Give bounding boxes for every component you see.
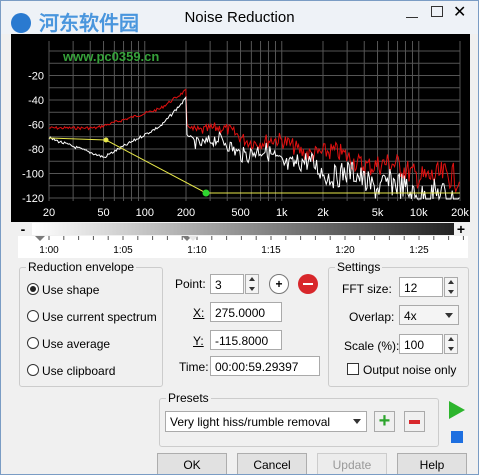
y-axis-label: -120 [22, 193, 44, 205]
watermark: www.pc0359.cn [63, 49, 160, 64]
fft-spinner[interactable] [444, 277, 458, 297]
y-axis-label: -80 [28, 144, 44, 156]
x-label: X: [193, 306, 205, 320]
settings-group: Settings [328, 260, 469, 387]
x-axis-label: 1k [276, 207, 288, 219]
x-axis-label: 2k [317, 207, 329, 219]
maximize-button[interactable] [431, 6, 443, 17]
audio-spectrum-curve [48, 95, 460, 201]
x-axis-label: 50 [97, 207, 109, 219]
radio-button[interactable] [27, 337, 39, 349]
window-title: Noise Reduction [184, 9, 295, 26]
point-input[interactable]: 3 [210, 274, 244, 294]
output-noise-checkbox[interactable] [347, 363, 359, 375]
ruler-marker [35, 236, 45, 241]
help-button[interactable]: Help [397, 453, 467, 474]
point-spinner[interactable] [245, 274, 259, 294]
x-axis-label: 20 [43, 207, 55, 219]
radio-label: Use average [42, 337, 111, 351]
scale-spinner[interactable] [444, 334, 458, 354]
envelope-point [103, 137, 109, 143]
stop-button[interactable] [451, 431, 463, 443]
checkbox-label: Output noise only [363, 363, 457, 377]
y-input[interactable]: -115.8000 [210, 330, 282, 350]
radio-label: Use current spectrum [42, 310, 157, 324]
noise-spectrum-curve [48, 88, 460, 194]
group-title: Reduction envelope [26, 260, 137, 274]
x-axis-label: 200 [177, 207, 195, 219]
overlap-label: Overlap: [349, 310, 395, 324]
close-button[interactable]: ✕ [453, 4, 467, 21]
radio-label: Use shape [42, 283, 100, 297]
add-preset-button[interactable]: + [374, 411, 395, 432]
watermark: 河东软件园 [39, 13, 139, 35]
group-title: Settings [335, 260, 383, 274]
remove-point-button[interactable] [298, 274, 318, 294]
presets-group: Presets [159, 391, 439, 447]
remove-preset-button[interactable] [404, 411, 425, 432]
time-label: 1:05 [113, 245, 133, 256]
group-title: Presets [166, 391, 211, 405]
fft-label: FFT size: [342, 282, 392, 296]
timeline: - +1:00 1:05 1:10 1:15 1:20 1:25 [18, 222, 468, 258]
envelope-point-selected [202, 189, 210, 197]
update-button[interactable]: Update [317, 453, 387, 474]
time-label: 1:10 [187, 245, 207, 256]
point-label: Point: [175, 277, 206, 291]
minimize-button[interactable] [406, 7, 418, 18]
radio-button[interactable] [27, 364, 39, 376]
radio-button[interactable] [27, 310, 39, 322]
add-point-button[interactable]: + [269, 274, 289, 294]
x-input[interactable]: 275.0000 [210, 302, 282, 322]
ok-button[interactable]: OK [157, 453, 227, 474]
scale-label: Scale (%): [344, 339, 400, 353]
y-axis-label: -40 [28, 95, 44, 107]
time-input[interactable]: 00:00:59.29397 [210, 356, 320, 376]
fft-input[interactable]: 12 [399, 277, 443, 297]
play-button[interactable] [449, 401, 465, 419]
reduction-envelope [48, 137, 460, 194]
x-axis-label: 100 [136, 207, 154, 219]
x-axis-label: 5k [372, 207, 384, 219]
time-label: 1:20 [335, 245, 355, 256]
cancel-button[interactable]: Cancel [237, 453, 307, 474]
radio-button[interactable] [27, 283, 39, 295]
time-label: Time: [179, 360, 209, 374]
ruler-marker [188, 236, 198, 241]
y-label: Y: [193, 334, 204, 348]
x-axis-label: 500 [231, 207, 249, 219]
time-label: 1:15 [261, 245, 281, 256]
presets-dropdown[interactable]: Very light hiss/rumble removal [165, 411, 367, 432]
x-axis-label: 20k [451, 207, 469, 219]
zoom-out-button[interactable]: - [21, 222, 26, 237]
x-axis-label: 10k [410, 207, 428, 219]
radio-dot [30, 286, 36, 292]
zoom-track [32, 223, 454, 235]
time-ruler [18, 236, 468, 258]
scale-input[interactable]: 100 [399, 334, 443, 354]
time-label: 1:00 [39, 245, 59, 256]
time-label: 1:25 [409, 245, 429, 256]
title-bar [1, 1, 478, 34]
spectrum-graph: -20 -40 -60 -80 -100 -120 20 50 100 200 500 1k 2k 5k 1… [11, 34, 470, 222]
app-icon [11, 13, 31, 33]
overlap-dropdown[interactable]: 4x [399, 305, 459, 325]
y-axis-label: -20 [28, 71, 44, 83]
y-axis-label: -60 [28, 120, 44, 132]
y-axis-label: -100 [22, 169, 44, 181]
zoom-in-button[interactable]: + [457, 222, 465, 237]
radio-label: Use clipboard [42, 364, 116, 378]
reduction-envelope-group: Reduction envelope Use shape Use current … [19, 260, 163, 387]
